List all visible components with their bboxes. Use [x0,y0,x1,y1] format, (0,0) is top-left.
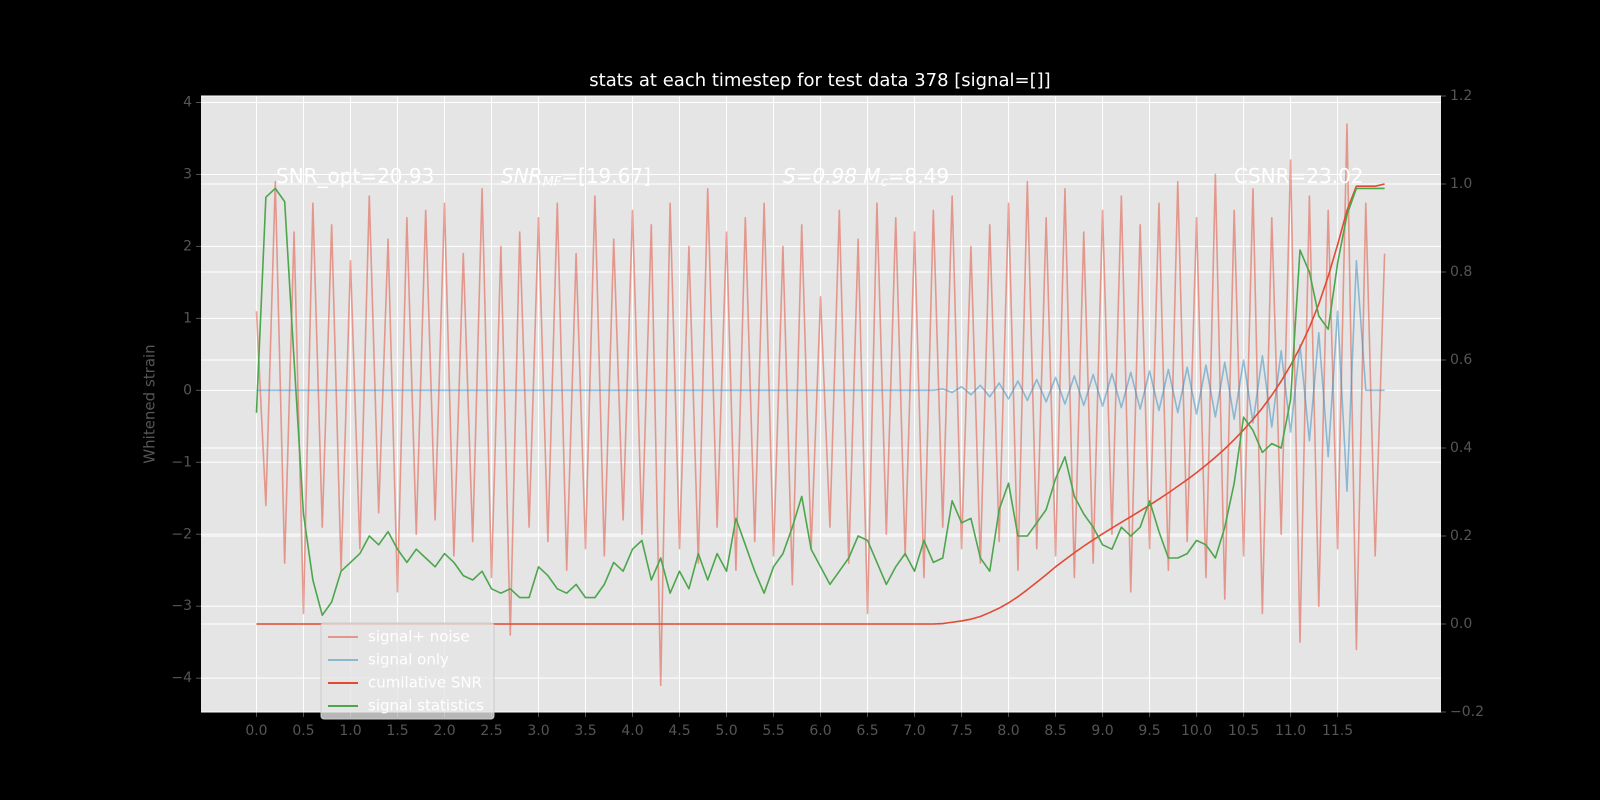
y-tick-label: −2 [171,526,192,542]
x-tick-label: 7.0 [903,723,925,739]
x-tick-label: 11.5 [1322,723,1353,739]
x-tick-label: 4.0 [621,723,643,739]
x-tick-label: 10.5 [1228,723,1259,739]
y2-tick-label: 1.0 [1450,176,1472,192]
x-tick-label: 0.0 [245,723,267,739]
y-tick-label: 1 [183,310,192,326]
x-tick-label: 4.5 [668,723,690,739]
annotation-rest: =[19.67] [561,164,651,188]
y2-tick-label: 0.4 [1450,440,1472,456]
annotation-text: S=0.98 M [783,164,881,188]
annotation-text: SNR_opt=20.93 [276,164,434,188]
y2-tick-label: 0.8 [1450,264,1472,280]
x-tick-label: 9.0 [1091,723,1113,739]
annotation-sub: c [881,175,888,190]
y-tick-label: 4 [183,94,192,110]
x-tick-label: 5.5 [762,723,784,739]
x-tick-label: 1.5 [386,723,408,739]
annotation-rest: =8.49 [888,164,949,188]
y-tick-label: −3 [171,598,192,614]
legend-label: signal only [368,651,449,669]
x-tick-label: 11.0 [1275,723,1306,739]
annotation: CSNR=23.02 [1234,164,1364,188]
x-tick-label: 10.0 [1181,723,1212,739]
y-tick-label: 0 [183,382,192,398]
x-tick-label: 9.5 [1138,723,1160,739]
x-tick-label: 6.5 [856,723,878,739]
y-tick-label: 2 [183,238,192,254]
x-tick-label: 8.0 [997,723,1019,739]
x-tick-label: 3.0 [527,723,549,739]
y-tick-label: −1 [171,454,192,470]
annotation: S=0.98 Mc=8.49 [783,164,949,190]
annotation-text: CSNR=23.02 [1234,164,1364,188]
annotation: SNR_opt=20.93 [276,164,434,188]
x-tick-label: 6.0 [809,723,831,739]
annotation-text: SNR [501,164,543,188]
y-tick-label: 3 [183,166,192,182]
y-axis-label: Whitened strain [141,344,159,463]
series-line [255,123,1386,687]
x-tick-label: 5.0 [715,723,737,739]
chart-title: stats at each timestep for test data 378… [589,70,1050,91]
x-tick-label: 3.5 [574,723,596,739]
y-tick-label: −4 [171,670,192,686]
y2-tick-label: 0.0 [1450,616,1472,632]
series-line [255,187,1385,616]
series-line [256,259,1385,492]
annotation: SNRMF=[19.67] [501,164,651,190]
y2-tick-label: 0.2 [1450,528,1472,544]
x-tick-label: 2.0 [433,723,455,739]
legend-label: signal statistics [368,697,484,715]
y2-tick-label: −0.2 [1450,704,1484,720]
y2-tick-label: 0.6 [1450,352,1472,368]
annotation-sub: MF [543,175,562,190]
x-tick-label: 2.5 [480,723,502,739]
x-tick-label: 0.5 [292,723,314,739]
legend-box [320,622,495,720]
legend-label: signal+ noise [368,628,470,646]
x-tick-label: 7.5 [950,723,972,739]
legend-label: cumilative SNR [368,674,482,692]
y2-tick-label: 1.2 [1450,88,1472,104]
x-tick-label: 1.0 [339,723,361,739]
x-tick-label: 8.5 [1044,723,1066,739]
